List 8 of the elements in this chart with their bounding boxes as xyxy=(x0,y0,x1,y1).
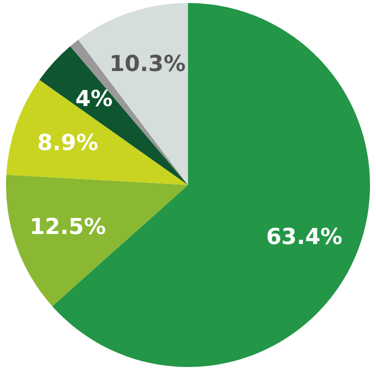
data-label: 10.3% xyxy=(109,52,186,78)
data-label: 63.4% xyxy=(266,225,342,250)
pie-slice xyxy=(6,80,188,185)
data-label: 4% xyxy=(75,86,113,112)
data-label: 8.9% xyxy=(37,130,98,156)
data-label: 12.5% xyxy=(30,215,106,240)
pie-slice xyxy=(6,174,188,306)
pie-slice xyxy=(39,46,188,185)
